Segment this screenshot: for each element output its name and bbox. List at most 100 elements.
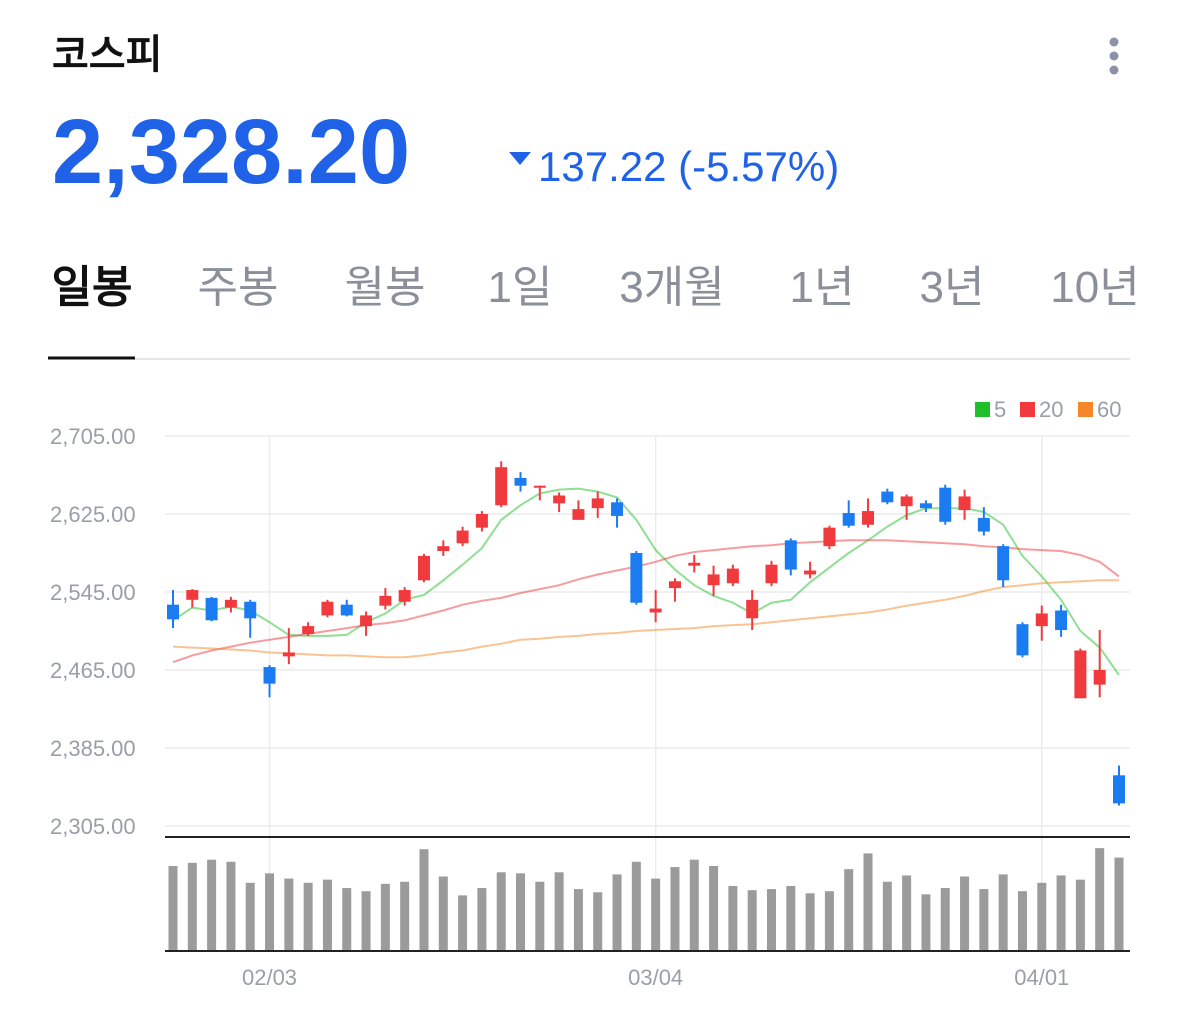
- candle-body: [495, 467, 508, 506]
- candle-body: [360, 615, 373, 627]
- volume-bar: [1056, 875, 1066, 950]
- period-tabs: 일봉 주봉 월봉 1일 3개월 1년 3년 10년: [52, 263, 1140, 312]
- volume-bar: [670, 867, 680, 950]
- candle-body: [630, 553, 643, 603]
- candle-body: [1093, 670, 1106, 685]
- volume-bar: [419, 849, 429, 950]
- period-tab[interactable]: 일봉: [52, 263, 133, 312]
- volume-bar: [728, 885, 738, 950]
- menu-dot: [1109, 65, 1119, 75]
- candle-body: [553, 495, 566, 504]
- candle-body: [668, 581, 681, 589]
- volume-bar: [612, 874, 622, 950]
- candle-body: [823, 527, 836, 547]
- candle-body: [417, 555, 430, 581]
- candle-body: [475, 514, 488, 528]
- candle-body: [302, 626, 315, 634]
- volume-bar: [284, 878, 294, 950]
- y-tick-label: 2,545.00: [50, 580, 136, 605]
- period-tab[interactable]: 3개월: [619, 263, 724, 312]
- volume-bar: [245, 882, 255, 950]
- legend-label: 5: [994, 397, 1006, 422]
- candle-body: [688, 562, 701, 566]
- period-tab[interactable]: 10년: [1050, 263, 1139, 312]
- volume-bar: [265, 873, 275, 950]
- candle-body: [514, 477, 527, 486]
- volume-bar: [960, 876, 970, 950]
- candle-body: [340, 604, 353, 616]
- moving-average-line: [172, 539, 1120, 664]
- candle-body: [591, 498, 604, 509]
- price: 2,328.20: [52, 101, 410, 203]
- volume-bar: [651, 878, 661, 950]
- more-menu[interactable]: [1109, 37, 1119, 75]
- volume-bar: [303, 882, 313, 950]
- period-tab[interactable]: 1년: [790, 263, 855, 312]
- volume-bar: [786, 885, 796, 950]
- y-tick-label: 2,385.00: [50, 736, 136, 761]
- candle-body: [533, 485, 546, 488]
- x-tick-label: 02/03: [242, 965, 297, 990]
- volume-bar: [921, 894, 931, 950]
- volume-bar: [979, 889, 989, 950]
- volume-bar: [747, 890, 757, 950]
- volume-bar: [168, 865, 178, 950]
- candle-body: [321, 601, 334, 616]
- volume-bar: [824, 891, 834, 950]
- candle-body: [244, 601, 257, 619]
- candle-body: [765, 564, 778, 584]
- candle-body: [167, 604, 179, 620]
- candle-body: [224, 599, 237, 608]
- volume-bar: [380, 883, 390, 950]
- volume-bar: [1095, 848, 1105, 950]
- y-tick-label: 2,625.00: [50, 502, 136, 527]
- candle-body: [1016, 624, 1029, 656]
- moving-average-line: [172, 487, 1120, 676]
- candle-body: [746, 599, 759, 619]
- price-change: 137.22 (-5.57%): [538, 143, 839, 190]
- candle-body: [997, 546, 1010, 581]
- volume-bar: [593, 892, 603, 950]
- legend-swatch: [1020, 402, 1035, 417]
- volume-bar: [361, 891, 371, 950]
- volume-bar: [1017, 891, 1027, 950]
- volume-bar: [400, 881, 410, 950]
- x-tick-label: 03/04: [628, 965, 683, 990]
- volume-bar: [554, 872, 564, 950]
- volume-bar: [187, 862, 197, 950]
- candle-body: [572, 509, 585, 520]
- candle-body: [900, 496, 913, 507]
- volume-bar: [535, 881, 545, 950]
- period-tab[interactable]: 주봉: [198, 263, 279, 312]
- candle-body: [205, 597, 218, 621]
- candle-body: [611, 502, 624, 516]
- volume-bar: [226, 861, 236, 950]
- candle-body: [282, 652, 295, 657]
- volume-bar: [1037, 882, 1047, 950]
- candle-body: [842, 513, 855, 526]
- period-tab[interactable]: 월봉: [345, 263, 426, 312]
- volume-bar: [496, 872, 506, 950]
- volume-bar: [573, 889, 583, 950]
- volume-bar: [882, 881, 892, 950]
- volume-bar: [207, 859, 217, 950]
- volume-bar: [1075, 879, 1085, 950]
- period-tab[interactable]: 3년: [920, 263, 985, 312]
- volume-bar: [458, 895, 468, 950]
- volume-bar: [998, 874, 1008, 950]
- volume-bar: [438, 876, 448, 950]
- menu-dot: [1109, 37, 1119, 47]
- chart: 2,705.00 2,625.00 2,545.00 2,465.00 2,385.00…: [50, 397, 1130, 990]
- candle-body: [707, 574, 720, 586]
- legend-swatch: [975, 402, 990, 417]
- moving-average-line: [172, 579, 1119, 659]
- menu-dot: [1109, 51, 1119, 61]
- y-tick-label: 2,465.00: [50, 658, 136, 683]
- period-tab[interactable]: 1일: [488, 263, 553, 312]
- volume-bar: [940, 888, 950, 950]
- volume-bar: [902, 875, 912, 950]
- volume-bar: [844, 869, 854, 950]
- candle-body: [186, 590, 199, 600]
- down-arrow: [509, 152, 531, 165]
- volume-bar: [863, 853, 873, 950]
